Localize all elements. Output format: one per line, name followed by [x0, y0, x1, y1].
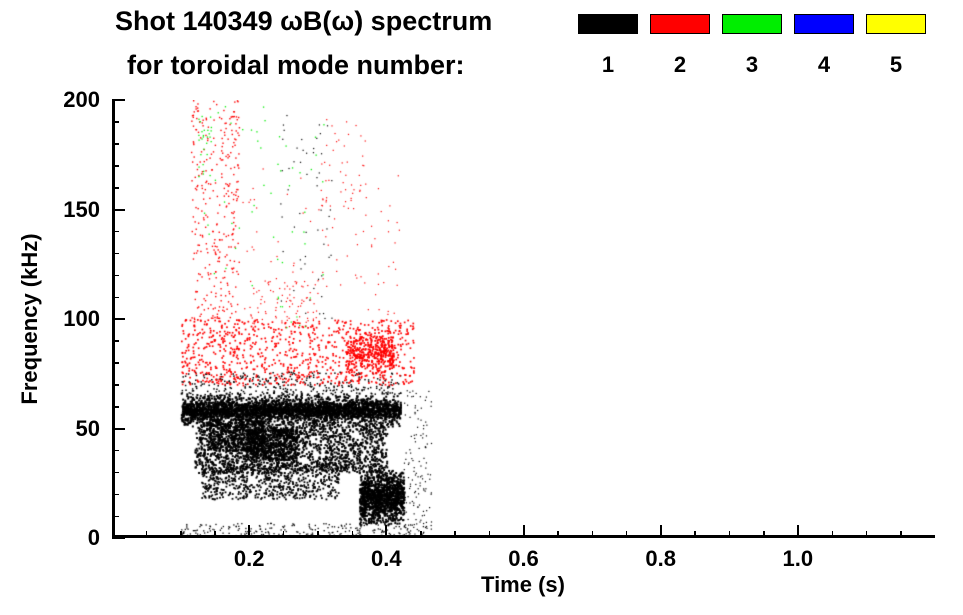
- x-tick-label-1.0: 1.0: [782, 546, 814, 571]
- y-tick-label-150: 150: [63, 196, 100, 222]
- x-minor-tick: [831, 531, 834, 538]
- x-tick-label-0.6: 0.6: [508, 546, 539, 571]
- y-minor-tick: [112, 384, 119, 386]
- y-minor-tick: [112, 515, 119, 518]
- x-minor-tick: [351, 531, 354, 538]
- legend-label-mode-2: 2: [673, 52, 687, 77]
- y-minor-tick: [112, 230, 119, 233]
- x-axis-title: Time (s): [481, 572, 565, 597]
- y-minor-tick: [112, 274, 119, 277]
- x-minor-tick: [557, 531, 559, 538]
- x-minor-tick: [420, 531, 422, 538]
- y-minor-tick: [112, 493, 119, 496]
- legend-label-mode-3: 3: [745, 52, 759, 77]
- x-tick-label-0.2: 0.2: [233, 546, 265, 571]
- legend-swatch-mode-5: [866, 14, 926, 34]
- y-minor-tick: [112, 296, 119, 299]
- legend-swatch-mode-2: [650, 14, 710, 34]
- legend-swatch-mode-3: [722, 14, 782, 34]
- x-minor-tick: [282, 531, 285, 538]
- legend-label-mode-5: 5: [889, 52, 903, 77]
- chart-title: Shot 140349 ωB(ω) spectrum: [115, 6, 493, 36]
- chart-subtitle: for toroidal mode number:: [127, 50, 465, 80]
- y-minor-tick: [112, 252, 119, 255]
- legend-color-boxes: [578, 14, 926, 34]
- y-tick-label-100: 100: [63, 306, 100, 331]
- y-major-tick: [112, 537, 125, 539]
- x-minor-tick: [900, 531, 902, 538]
- y-minor-tick: [112, 165, 119, 167]
- x-major-tick: [522, 525, 525, 538]
- y-major-tick: [112, 208, 125, 211]
- y-minor-tick: [112, 187, 119, 189]
- x-minor-tick: [728, 531, 731, 538]
- x-major-tick: [659, 525, 662, 538]
- y-minor-tick: [112, 449, 119, 452]
- y-minor-tick: [112, 471, 119, 474]
- x-minor-tick: [214, 531, 216, 538]
- legend-label-mode-1: 1: [601, 52, 615, 77]
- x-major-tick: [385, 525, 388, 538]
- x-major-tick: [248, 525, 251, 538]
- legend-label-mode-4: 4: [817, 52, 831, 77]
- x-minor-tick: [317, 531, 319, 538]
- x-minor-tick: [865, 531, 868, 538]
- x-minor-tick: [180, 531, 182, 538]
- legend-swatch-mode-4: [794, 14, 854, 34]
- x-minor-tick: [145, 531, 148, 538]
- y-major-tick: [112, 427, 125, 430]
- y-minor-tick: [112, 121, 119, 123]
- legend-swatch-mode-1: [578, 14, 638, 34]
- x-tick-label-0.8: 0.8: [645, 546, 676, 571]
- x-minor-tick: [488, 531, 491, 538]
- x-minor-tick: [694, 531, 696, 538]
- y-axis-title: Frequency (kHz): [17, 233, 42, 405]
- y-major-tick: [112, 318, 125, 320]
- y-tick-label-50: 50: [75, 415, 100, 441]
- x-minor-tick: [763, 531, 765, 538]
- x-major-tick: [796, 525, 799, 538]
- x-minor-tick: [625, 531, 628, 538]
- y-tick-label-0: 0: [87, 525, 100, 550]
- y-minor-tick: [112, 406, 119, 408]
- y-minor-tick: [112, 340, 119, 342]
- y-tick-label-200: 200: [63, 87, 100, 112]
- x-minor-tick: [454, 531, 456, 538]
- y-major-tick: [112, 99, 125, 101]
- legend-mode-numbers: 1 2 3 4 5: [578, 52, 926, 78]
- x-minor-tick: [591, 531, 594, 538]
- x-tick-label-0.4: 0.4: [371, 546, 402, 571]
- y-minor-tick: [112, 143, 119, 145]
- spectrogram-canvas: [112, 100, 935, 538]
- y-minor-tick: [112, 362, 119, 364]
- plot-area: [112, 99, 935, 539]
